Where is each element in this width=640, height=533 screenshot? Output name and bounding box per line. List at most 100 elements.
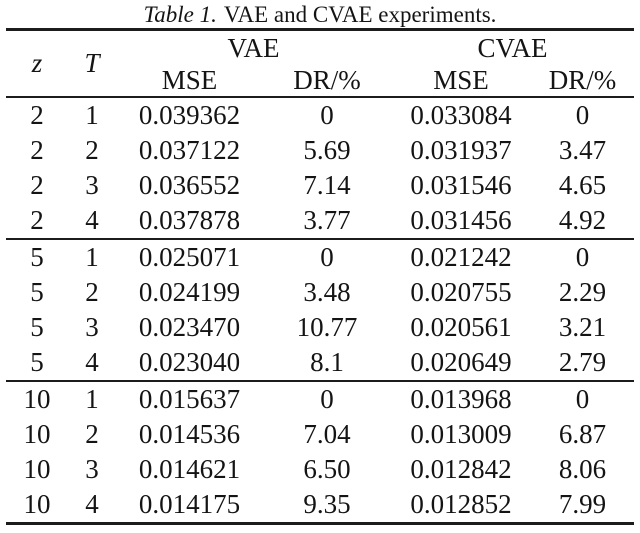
- table-row: 2 1 0.039362 0 0.033084 0: [6, 97, 634, 133]
- cell-t: 4: [85, 489, 99, 519]
- cell-cvae-dr: 2.29: [558, 277, 607, 307]
- row-group-3: 10 1 0.015637 0 0.013968 0 10 2 0.014536 7.04 0.01…: [5, 381, 634, 524]
- col-header-vae-mse: MSE: [161, 65, 218, 95]
- cell-vae-dr: 0: [320, 384, 334, 414]
- table-row: 5 1 0.025071 0 0.021242 0: [6, 239, 634, 275]
- cell-vae-dr: 3.48: [303, 277, 351, 307]
- cell-z: 10: [23, 384, 51, 414]
- cell-cvae-dr: 2.79: [558, 347, 607, 377]
- table-row: 2 4 0.037878 3.77 0.031456 4.92: [6, 203, 634, 239]
- cell-cvae-mse: 0.013009: [410, 419, 512, 449]
- table-row: 10 1 0.015637 0 0.013968 0: [6, 381, 634, 417]
- cell-cvae-mse: 0.021242: [410, 242, 512, 272]
- cell-vae-mse: 0.015637: [138, 384, 241, 414]
- cell-cvae-dr: 6.87: [558, 419, 607, 449]
- cell-cvae-dr: 4.92: [558, 205, 607, 235]
- cell-z: 2: [30, 100, 44, 130]
- col-header-z: z: [31, 48, 43, 78]
- cell-t: 3: [85, 312, 99, 342]
- cell-vae-dr: 7.04: [303, 419, 351, 449]
- cell-cvae-dr: 0: [575, 100, 590, 130]
- cell-z: 2: [30, 135, 44, 165]
- cell-vae-dr: 5.69: [303, 135, 351, 165]
- table-header: z T VAE CVAE MSE DR/% MSE DR/%: [5, 30, 634, 97]
- cell-z: 5: [30, 312, 44, 342]
- cell-vae-mse: 0.037122: [138, 135, 241, 165]
- table-caption: Table 1. VAE and CVAE experiments.: [0, 0, 640, 28]
- table-row: 2 3 0.036552 7.14 0.031546 4.65: [6, 168, 634, 203]
- header-row-groups: z T VAE CVAE: [6, 30, 634, 79]
- cell-z: 5: [30, 347, 44, 377]
- cell-cvae-mse: 0.012852: [410, 489, 512, 519]
- cell-t: 2: [85, 419, 99, 449]
- table-row: 10 2 0.014536 7.04 0.013009 6.87: [6, 417, 634, 452]
- table-row: 5 3 0.023470 10.77 0.020561 3.21: [6, 310, 634, 345]
- cell-vae-mse: 0.037878: [138, 205, 241, 235]
- cell-t: 1: [85, 100, 99, 130]
- col-header-vae-dr: DR/%: [293, 65, 361, 95]
- table-row: 10 3 0.014621 6.50 0.012842 8.06: [6, 452, 634, 487]
- cell-cvae-dr: 4.65: [558, 170, 607, 200]
- cell-vae-mse: 0.039362: [138, 100, 241, 130]
- cell-cvae-dr: 0: [575, 242, 590, 272]
- cell-cvae-dr: 7.99: [558, 489, 607, 519]
- cell-vae-dr: 0: [320, 100, 334, 130]
- col-header-t: T: [84, 48, 100, 78]
- cell-vae-dr: 6.50: [303, 454, 351, 484]
- cell-t: 2: [85, 135, 99, 165]
- table-row: 5 2 0.024199 3.48 0.020755 2.29: [6, 275, 634, 310]
- cell-vae-mse: 0.023040: [138, 347, 241, 377]
- cell-vae-mse: 0.024199: [138, 277, 241, 307]
- col-header-cvae-mse: MSE: [433, 65, 489, 95]
- cell-z: 10: [23, 489, 51, 519]
- cell-t: 3: [85, 170, 99, 200]
- row-group-1: 2 1 0.039362 0 0.033084 0 2 2 0.037122 5.69 0.0319…: [6, 97, 634, 239]
- cell-vae-mse: 0.025071: [138, 242, 241, 272]
- cell-cvae-mse: 0.020561: [410, 312, 512, 342]
- cell-z: 2: [30, 170, 44, 200]
- cell-cvae-dr: 8.06: [558, 454, 607, 484]
- cell-t: 2: [85, 277, 99, 307]
- table-caption-text: VAE and CVAE experiments.: [223, 2, 497, 27]
- col-header-cvae-dr: DR/%: [548, 65, 617, 95]
- cell-t: 4: [85, 205, 99, 235]
- cell-cvae-dr: 3.47: [558, 135, 607, 165]
- cell-z: 10: [23, 419, 51, 449]
- cell-vae-dr: 8.1: [310, 347, 344, 377]
- cell-t: 4: [85, 347, 99, 377]
- cell-vae-mse: 0.014175: [138, 489, 241, 519]
- cell-cvae-mse: 0.031456: [410, 205, 512, 235]
- table-caption-label: Table 1.: [143, 2, 217, 27]
- cell-vae-dr: 9.35: [303, 489, 351, 519]
- cell-t: 1: [85, 242, 99, 272]
- cell-z: 5: [30, 242, 44, 272]
- cell-z: 10: [23, 454, 51, 484]
- table-row: 5 4 0.023040 8.1 0.020649 2.79: [6, 345, 634, 381]
- cell-z: 5: [30, 277, 44, 307]
- col-group-vae: VAE: [227, 32, 280, 63]
- cell-cvae-mse: 0.020649: [410, 347, 512, 377]
- header-row-metrics: MSE DR/% MSE DR/%: [6, 65, 634, 97]
- cell-vae-mse: 0.036552: [138, 170, 241, 200]
- cell-vae-mse: 0.014621: [138, 454, 241, 484]
- cell-t: 1: [85, 384, 99, 414]
- table-row: 10 4 0.014175 9.35 0.012852 7.99: [6, 487, 634, 524]
- cell-cvae-mse: 0.012842: [410, 454, 512, 484]
- cell-cvae-mse: 0.033084: [410, 100, 512, 130]
- cell-cvae-mse: 0.031937: [410, 135, 512, 165]
- cell-vae-dr: 7.14: [303, 170, 351, 200]
- cell-vae-dr: 3.77: [303, 205, 351, 235]
- cell-cvae-dr: 0: [575, 384, 590, 414]
- cell-cvae-mse: 0.013968: [410, 384, 512, 414]
- cell-t: 3: [85, 454, 99, 484]
- cell-cvae-mse: 0.031546: [410, 170, 512, 200]
- col-group-cvae: CVAE: [477, 32, 548, 63]
- cell-vae-mse: 0.023470: [138, 312, 241, 342]
- cell-vae-dr: 10.77: [296, 312, 358, 342]
- cell-cvae-dr: 3.21: [558, 312, 607, 342]
- experiments-table: z T VAE CVAE MSE DR/% MSE DR/% 2 1 0.03936…: [5, 28, 634, 525]
- table-row: 2 2 0.037122 5.69 0.031937 3.47: [6, 133, 634, 168]
- cell-vae-mse: 0.014536: [138, 419, 241, 449]
- cell-vae-dr: 0: [320, 242, 334, 272]
- row-group-2: 5 1 0.025071 0 0.021242 0 5 2 0.024199 3.48 0.0207…: [5, 239, 634, 381]
